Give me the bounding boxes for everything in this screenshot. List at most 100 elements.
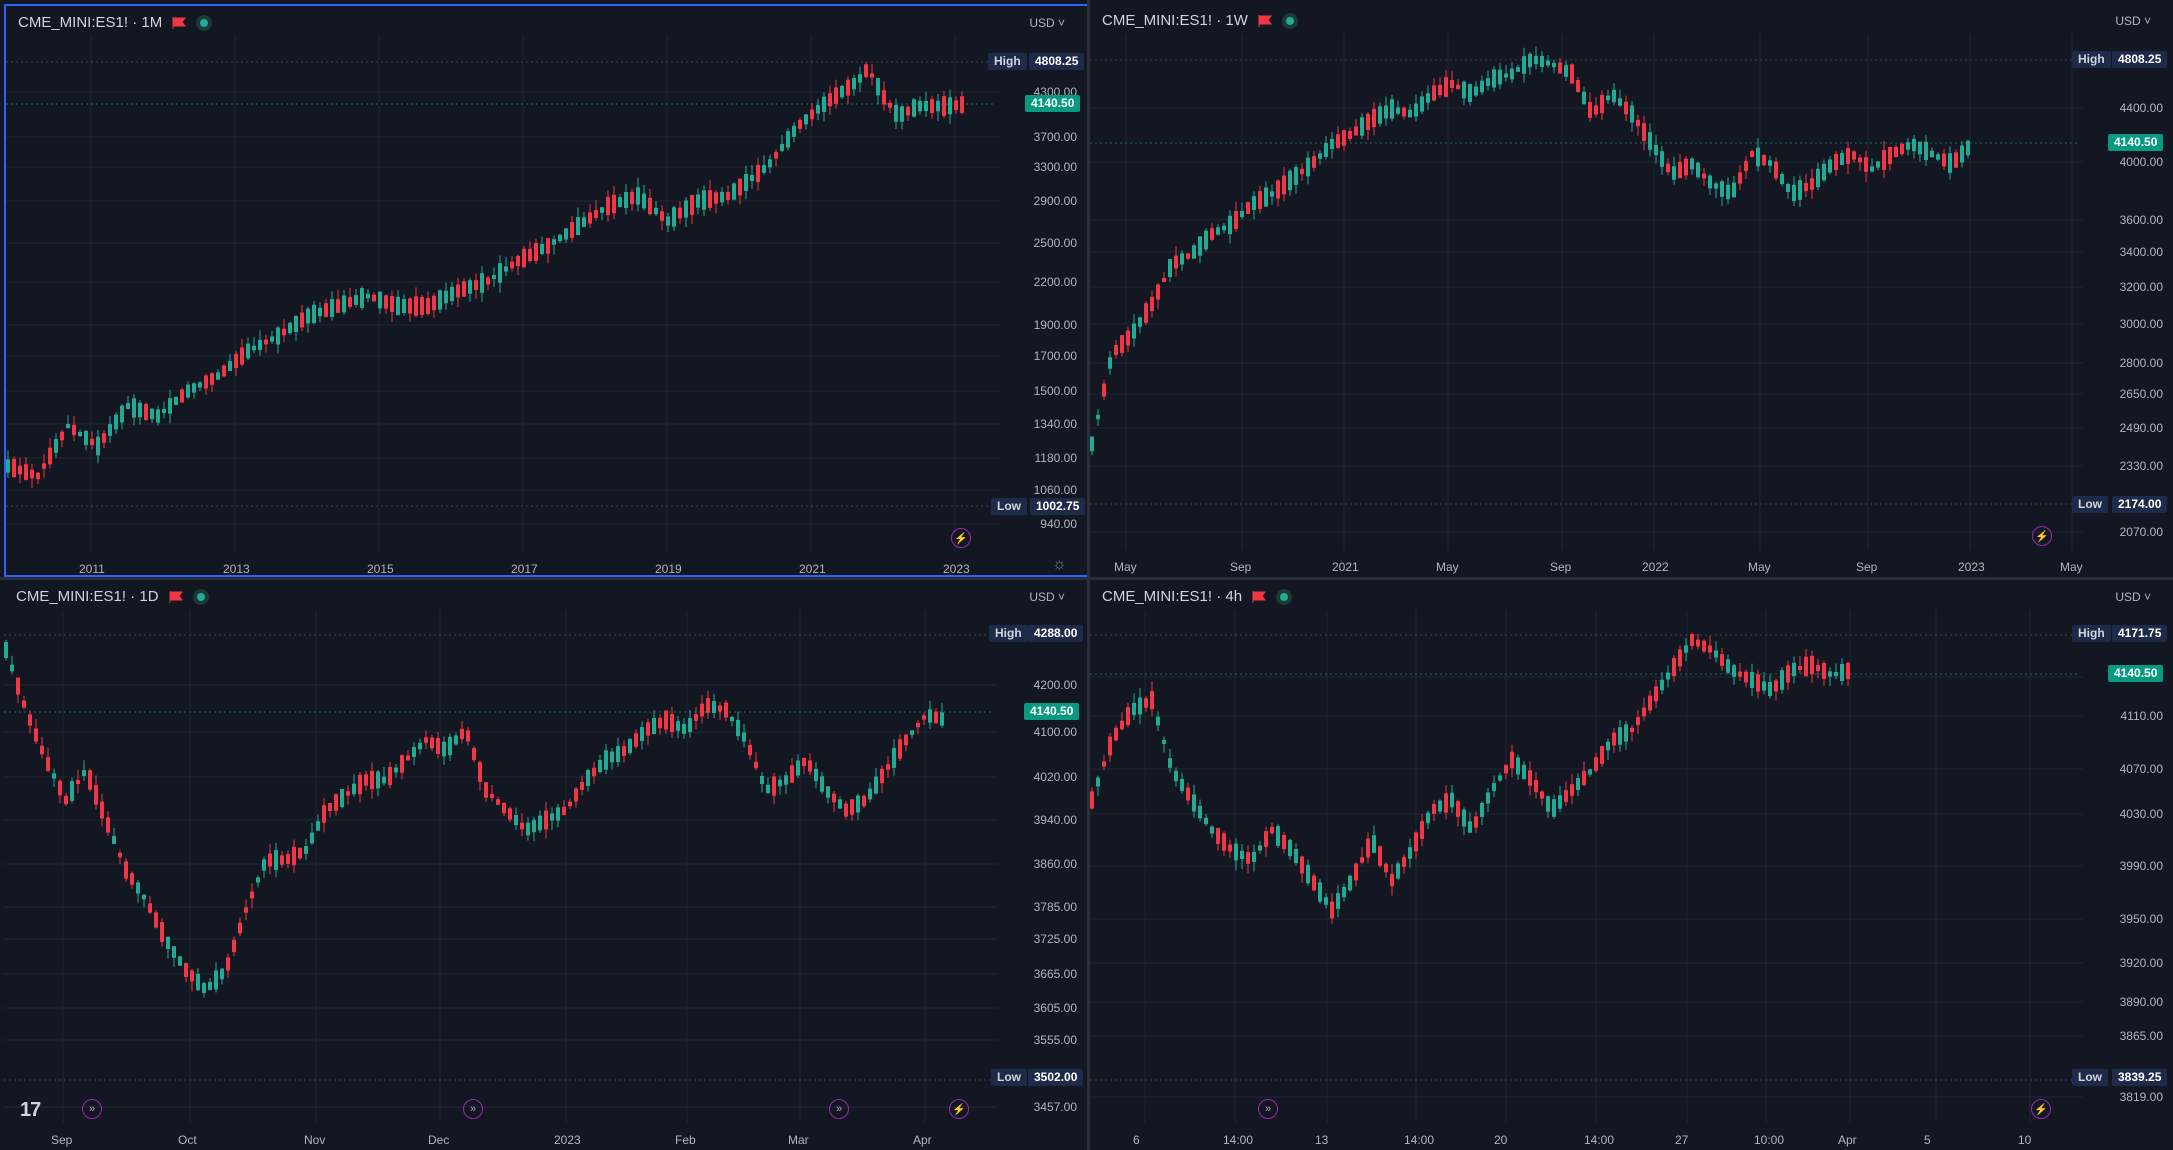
candle-body (1270, 826, 1274, 834)
candle-body (1390, 99, 1394, 119)
currency-selector[interactable]: USD ˅ (2115, 14, 2151, 28)
candlestick-chart[interactable] (1090, 580, 2173, 1150)
lightning-icon[interactable]: ⚡ (2032, 526, 2052, 546)
pane-divider-vertical[interactable] (1087, 0, 1090, 1150)
candle-body (36, 472, 40, 480)
lightning-icon[interactable]: ⚡ (2031, 1099, 2051, 1119)
candle-body (706, 698, 710, 713)
flag-icon[interactable] (172, 16, 187, 29)
candle-body (550, 813, 554, 821)
candle-body (1444, 77, 1448, 97)
candle-body (1840, 663, 1844, 682)
candle-body (532, 819, 536, 833)
price-axis-label: 3555.00 (1033, 1033, 1077, 1047)
flag-icon[interactable] (169, 590, 183, 603)
candle-body (1198, 805, 1202, 819)
symbol-label[interactable]: CME_MINI:ES1! · 1D (16, 588, 159, 605)
candlestick-chart[interactable] (4, 580, 1087, 1150)
lightning-icon[interactable]: ⚡ (951, 528, 971, 548)
candle-body (1600, 745, 1604, 765)
candle-body (694, 714, 698, 721)
candle-body (1258, 845, 1262, 851)
candle-body (1798, 180, 1802, 200)
candle-body (1216, 227, 1220, 235)
candle-body (1666, 672, 1670, 680)
candle-body (124, 861, 128, 879)
candle-body (1396, 107, 1400, 114)
time-axis-label: 2013 (223, 562, 250, 576)
pane-divider-horizontal[interactable] (0, 577, 2173, 580)
candle-body (400, 755, 404, 773)
candle-body (456, 284, 460, 298)
candle-body (1492, 69, 1496, 88)
candle-body (420, 297, 424, 315)
candle-body (1726, 184, 1730, 200)
chart-pane-4h[interactable]: CME_MINI:ES1! · 4h USD ˅ High 4171.75 41… (1090, 580, 2173, 1150)
candle-body (1690, 158, 1694, 170)
candle-body (1816, 168, 1820, 188)
candle-body (954, 100, 958, 111)
time-axis-label: Feb (675, 1133, 696, 1147)
candle-body (30, 469, 34, 479)
candle-body (960, 96, 964, 113)
candle-body (714, 192, 718, 204)
candle-body (1426, 93, 1430, 103)
candle-body (622, 746, 626, 756)
symbol-label[interactable]: CME_MINI:ES1! · 1W (1102, 12, 1248, 29)
price-axis-label: 4070.00 (2119, 762, 2163, 776)
candle-body (1648, 695, 1652, 711)
forward-icon[interactable]: » (1258, 1099, 1278, 1119)
chart-pane-monthly[interactable]: CME_MINI:ES1! · 1M USD ˅ High 4808.25 41… (4, 4, 1089, 577)
chart-pane-daily[interactable]: CME_MINI:ES1! · 1D USD ˅ High 4288.00 41… (4, 580, 1087, 1150)
candle-body (6, 459, 10, 473)
candle-body (1582, 91, 1586, 105)
candle-body (478, 762, 482, 782)
candle-body (54, 439, 58, 453)
candlestick-chart[interactable] (1090, 4, 2173, 577)
currency-selector[interactable]: USD ˅ (2115, 590, 2151, 604)
candle-body (556, 807, 560, 821)
candle-body (786, 131, 790, 148)
candle-body (136, 882, 140, 894)
candle-body (1126, 330, 1130, 346)
candle-body (1624, 724, 1628, 742)
symbol-label[interactable]: CME_MINI:ES1! · 4h (1102, 588, 1243, 605)
candle-body (1504, 73, 1508, 78)
candle-body (1102, 383, 1106, 397)
candle-body (360, 288, 364, 308)
candlestick-chart[interactable] (6, 6, 1089, 577)
candle-body (1762, 154, 1766, 166)
time-axis-label: 5 (1924, 1133, 1931, 1147)
flag-icon[interactable] (1252, 590, 1267, 603)
chart-pane-weekly[interactable]: CME_MINI:ES1! · 1W USD ˅ High 4808.25 41… (1090, 4, 2173, 577)
candle-body (1216, 828, 1220, 844)
time-axis-label: 6 (1133, 1133, 1140, 1147)
candle-body (486, 277, 490, 285)
candle-body (748, 744, 752, 756)
candle-body (60, 431, 64, 441)
candle-body (700, 703, 704, 717)
time-axis-label: 2015 (367, 562, 394, 576)
symbol-label[interactable]: CME_MINI:ES1! · 1M (18, 14, 163, 31)
currency-selector[interactable]: USD ˅ (1029, 590, 1065, 604)
candle-body (406, 755, 410, 761)
currency-selector[interactable]: USD ˅ (1029, 16, 1065, 30)
candle-body (1558, 62, 1562, 74)
time-axis-label: 2019 (655, 562, 682, 576)
time-axis-label: 10 (2018, 1133, 2032, 1147)
forward-icon[interactable]: » (82, 1099, 102, 1119)
candle-body (1378, 106, 1382, 124)
forward-icon[interactable]: » (463, 1099, 483, 1119)
candle-body (1936, 154, 1940, 160)
candle-body (1462, 81, 1466, 99)
candle-body (244, 907, 248, 913)
candle-body (780, 143, 784, 151)
candle-body (1486, 78, 1490, 86)
forward-icon[interactable]: » (829, 1099, 849, 1119)
flag-icon[interactable] (1258, 14, 1272, 27)
candle-body (1570, 64, 1574, 84)
candle-body (1744, 671, 1748, 683)
lightning-icon[interactable]: ⚡ (949, 1099, 969, 1119)
time-axis-label: Sep (51, 1133, 73, 1147)
settings-gear-icon[interactable]: ☼ (1052, 556, 1067, 573)
